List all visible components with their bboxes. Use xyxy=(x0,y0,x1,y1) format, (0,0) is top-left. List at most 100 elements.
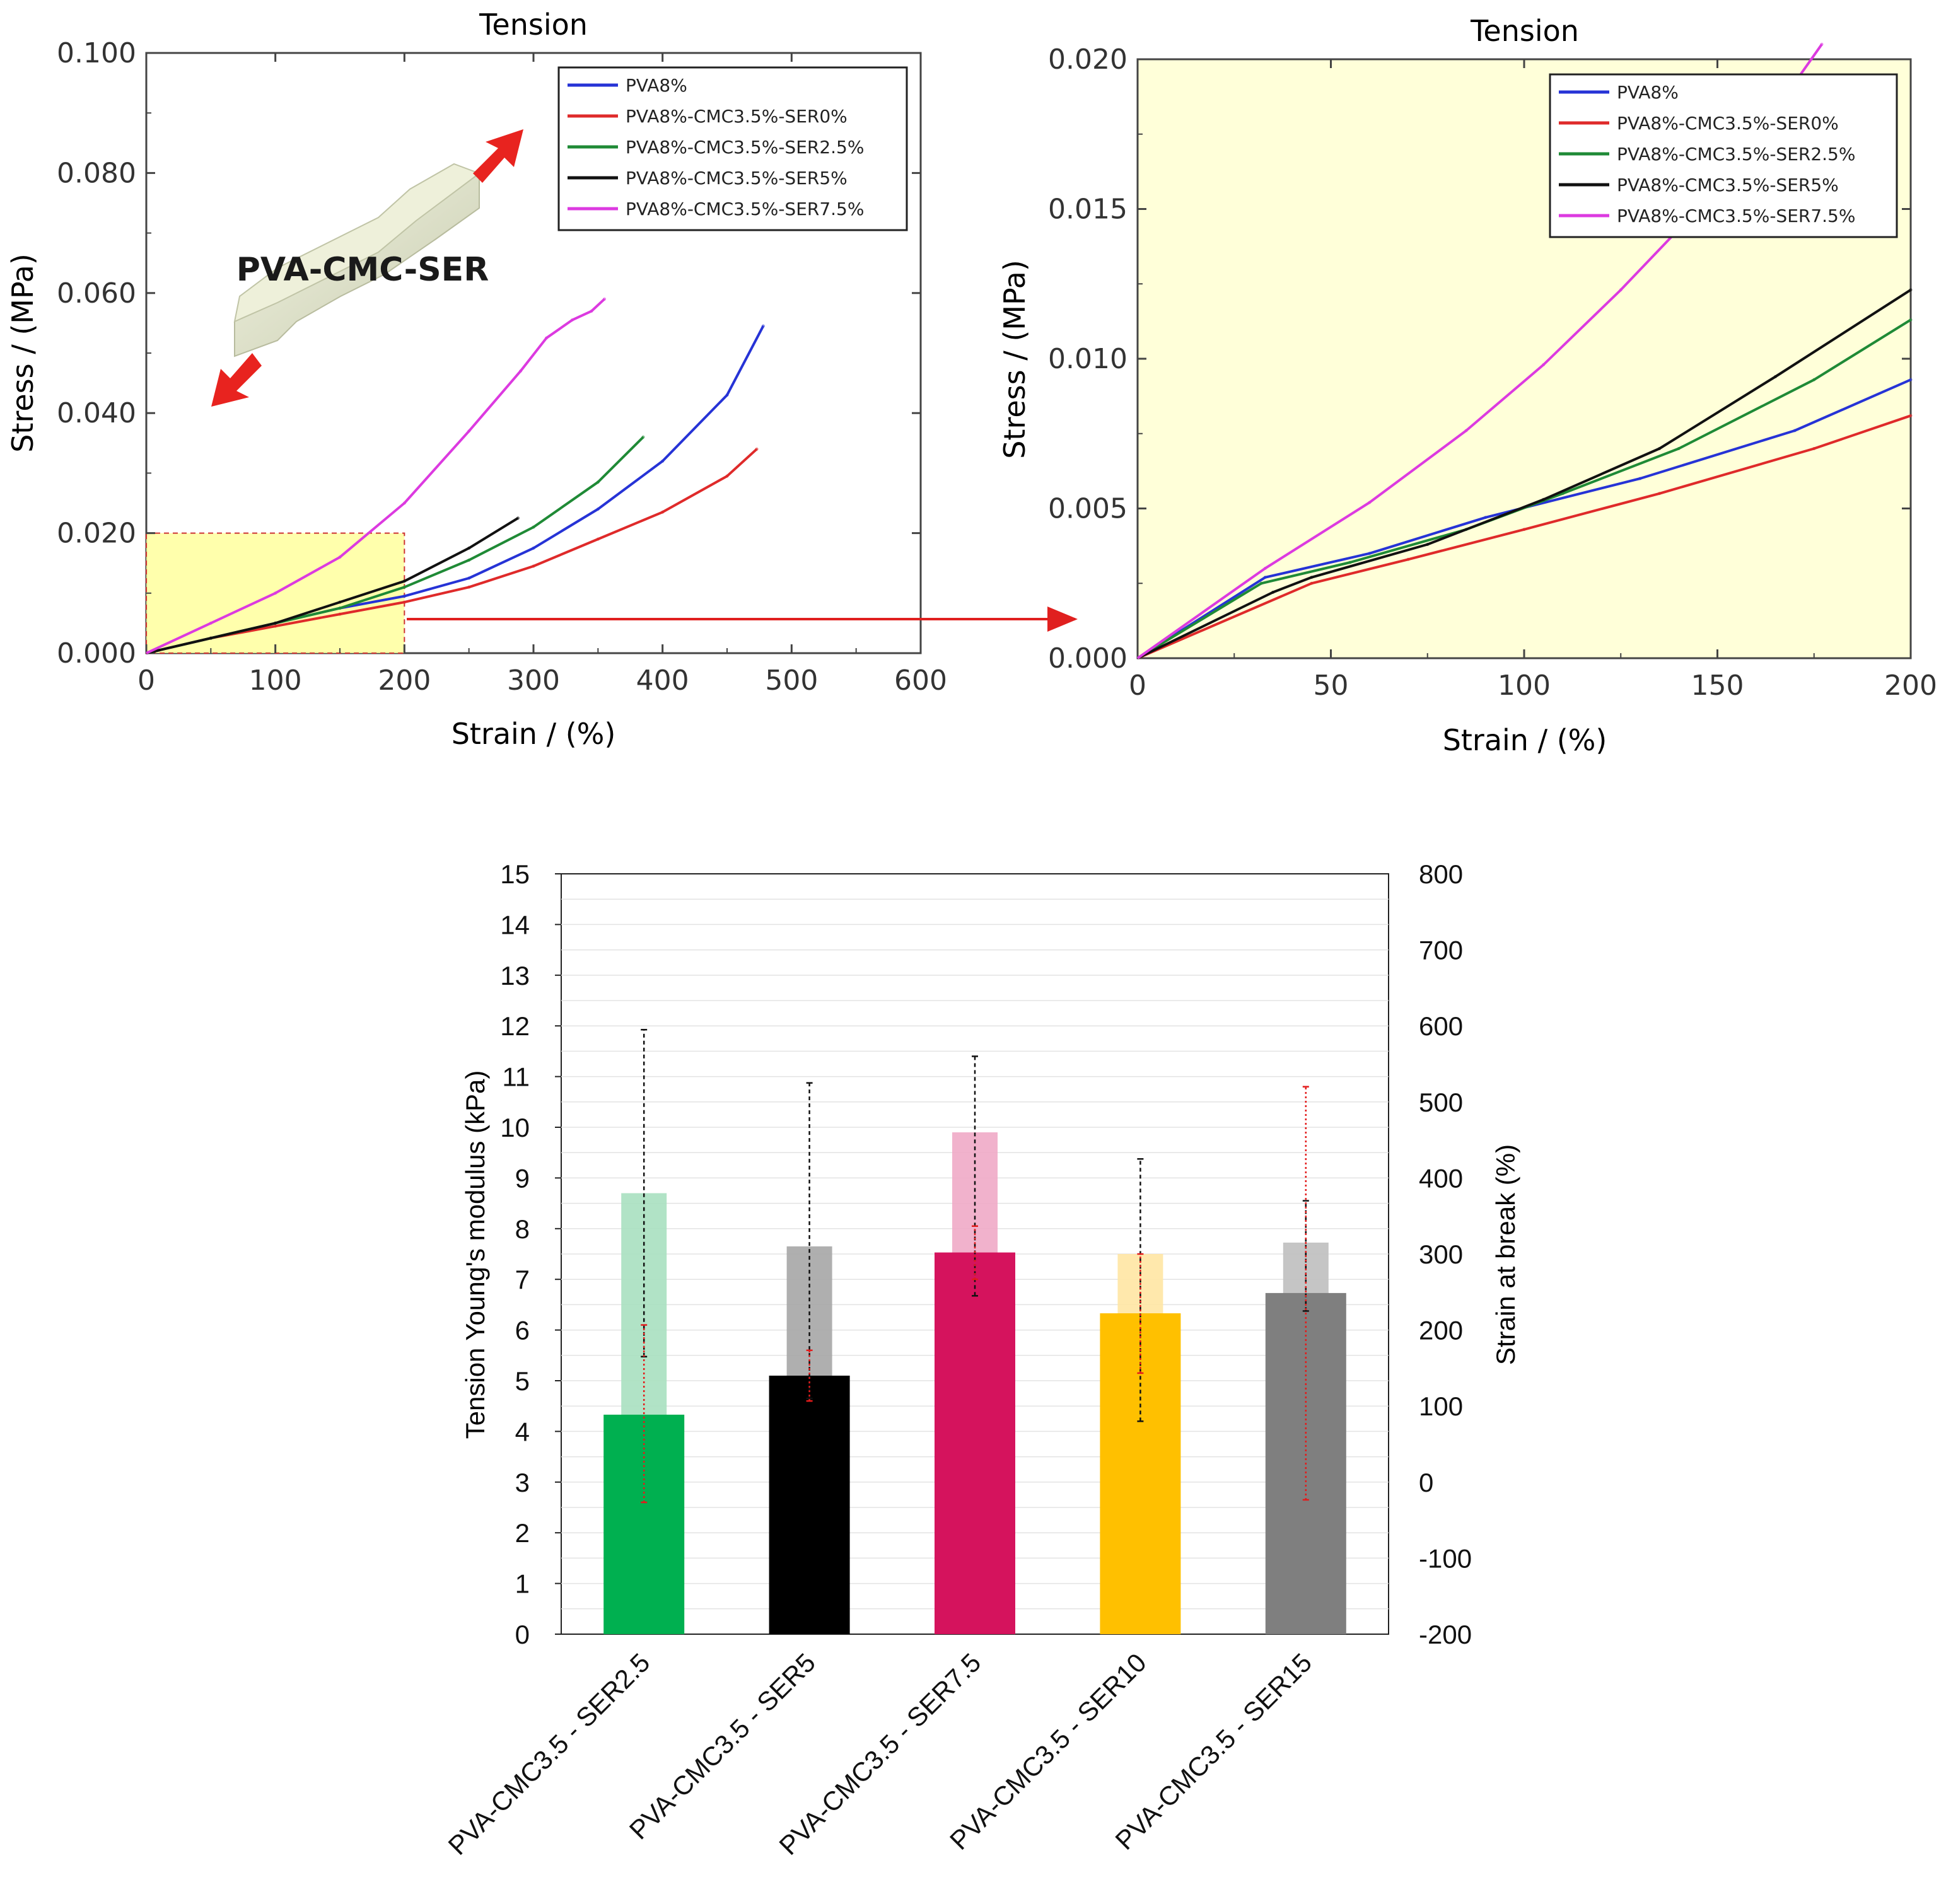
x-tick-label: 150 xyxy=(1691,670,1744,702)
y-axis-label-left: Tension Young's modulus (kPa) xyxy=(460,1071,490,1439)
y-tick-label: 7 xyxy=(515,1265,530,1294)
y-tick-label: 4 xyxy=(515,1417,530,1446)
data-point xyxy=(402,579,406,583)
data-point xyxy=(338,555,342,559)
legend-label: PVA8%-CMC3.5%-SER5% xyxy=(626,168,848,189)
y-tick-label: 0.000 xyxy=(1048,642,1127,675)
x-tick-label: 100 xyxy=(249,665,302,697)
y-tick-label: 3 xyxy=(515,1468,530,1497)
y2-tick-label: 600 xyxy=(1419,1011,1463,1041)
data-point xyxy=(1522,528,1526,531)
y-tick-label: 0.040 xyxy=(57,397,136,429)
y-tick-label: 15 xyxy=(500,859,530,889)
legend-box xyxy=(1549,73,1898,238)
y-tick-label: 0.080 xyxy=(57,157,136,189)
data-point xyxy=(1259,581,1263,585)
data-point xyxy=(661,459,665,463)
legend-label: PVA8%-CMC3.5%-SER7.5% xyxy=(626,199,864,219)
x-axis-label: Strain / (%) xyxy=(452,717,616,751)
legend-label: PVA8%-CMC3.5%-SER0% xyxy=(1617,113,1839,134)
x-tick-label: 200 xyxy=(378,665,431,697)
legend-label: PVA8%-CMC3.5%-SER2.5% xyxy=(1617,144,1855,165)
x-tick-label: 300 xyxy=(507,665,560,697)
data-point xyxy=(1406,557,1410,561)
data-point xyxy=(544,336,548,340)
y2-tick-label: 500 xyxy=(1419,1088,1463,1117)
x-tick-label: 600 xyxy=(894,665,947,697)
x-tick-label: 500 xyxy=(765,665,818,697)
y-tick-label: 0 xyxy=(515,1620,530,1649)
data-point xyxy=(1909,288,1913,292)
y-tick-label: 0.015 xyxy=(1048,194,1127,226)
data-point xyxy=(467,546,471,550)
data-point xyxy=(725,393,729,397)
data-point xyxy=(1677,447,1681,450)
dogbone-specimen-icon xyxy=(233,163,481,357)
data-point xyxy=(1348,560,1352,564)
category-label: PVA-CMC3.5 - SER5 xyxy=(624,1647,821,1845)
data-point xyxy=(1909,318,1913,322)
data-point xyxy=(467,585,471,589)
tension-chart-zoom: Tension 0 50 100 150 200 0.000 0.005 0.010 0.015… xyxy=(998,14,1937,757)
axes: 0 50 100 150 200 0.000 0.005 0.010 0.015 0.020 xyxy=(1048,44,1937,702)
modulus-bar xyxy=(935,1252,1015,1634)
axes: 0 100 200 300 400 500 600 0.000 0.020 0.040 0.060 0… xyxy=(57,37,947,697)
data-point xyxy=(1263,567,1267,570)
legend-box xyxy=(557,66,908,231)
y2-tick-label: 0 xyxy=(1419,1468,1433,1497)
legend-label: PVA8%-CMC3.5%-SER7.5% xyxy=(1617,206,1855,226)
y2-tick-label: 400 xyxy=(1419,1163,1463,1193)
chart-title: Tension xyxy=(1470,14,1579,48)
data-point xyxy=(755,447,759,451)
data-point xyxy=(1658,492,1662,496)
data-point xyxy=(590,309,593,313)
data-point xyxy=(209,621,213,625)
y-tick-label: 1 xyxy=(515,1569,530,1599)
x-tick-label: 50 xyxy=(1314,670,1349,702)
data-point xyxy=(1310,581,1314,585)
data-point xyxy=(516,516,520,520)
y-tick-label: 0.100 xyxy=(57,37,136,69)
data-point xyxy=(402,600,406,604)
data-point xyxy=(641,435,645,439)
data-point xyxy=(338,612,342,616)
y-tick-label: 6 xyxy=(515,1316,530,1345)
y-tick-label: 2 xyxy=(515,1518,530,1548)
data-point xyxy=(1263,576,1267,579)
y-axis-label: Stress / (MPa) xyxy=(998,260,1032,459)
y-axis-label-right: Strain at break (%) xyxy=(1491,1144,1520,1365)
y-tick-label: 0.010 xyxy=(1048,343,1127,375)
data-point xyxy=(1619,288,1623,292)
data-point xyxy=(532,546,535,550)
y2-tick-label: 100 xyxy=(1419,1391,1463,1421)
y-tick-label: 0.005 xyxy=(1048,493,1127,525)
red-double-arrow-icon xyxy=(211,129,523,407)
y2-tick-label: 200 xyxy=(1419,1316,1463,1345)
data-point xyxy=(338,600,342,604)
category-label: PVA-CMC3.5 - SER2.5 xyxy=(443,1647,656,1860)
data-point xyxy=(467,576,471,580)
data-point xyxy=(1271,591,1275,594)
data-point xyxy=(532,564,535,568)
legend-label: PVA8%-CMC3.5%-SER2.5% xyxy=(626,137,864,158)
x-axis-label: Strain / (%) xyxy=(1443,723,1607,757)
data-point xyxy=(725,474,729,478)
modulus-bar xyxy=(769,1375,850,1634)
data-point xyxy=(402,501,406,505)
legend-label: PVA8% xyxy=(626,75,687,96)
data-point xyxy=(596,537,600,541)
series-line xyxy=(1137,289,1912,659)
youngs-modulus-bar-chart: 0123456789101112131415-200-1000100200300… xyxy=(443,859,1520,1860)
data-point xyxy=(1464,429,1468,432)
data-point xyxy=(1812,378,1816,381)
legend: PVA8% PVA8%-CMC3.5%-SER0% PVA8%-CMC3.5%-SE… xyxy=(557,66,908,231)
data-point xyxy=(1542,497,1546,501)
y2-tick-label: 300 xyxy=(1419,1239,1463,1269)
series-group xyxy=(146,297,765,654)
data-point xyxy=(596,480,600,484)
data-point xyxy=(1368,501,1372,504)
x-tick-label: 400 xyxy=(636,665,689,697)
modulus-bar xyxy=(603,1414,685,1634)
y2-tick-label: -100 xyxy=(1419,1543,1472,1573)
